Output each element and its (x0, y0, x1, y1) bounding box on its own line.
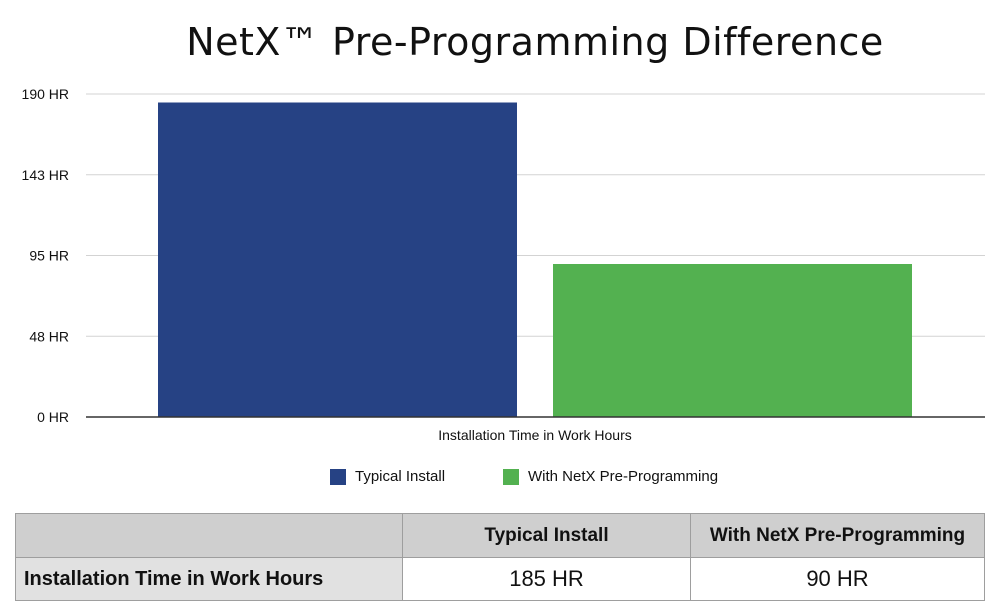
table-cell-netx-pre-programming: 90 HR (690, 557, 985, 601)
bar-with-netx-pre-programming (553, 264, 912, 417)
summary-table: Typical Install With NetX Pre-Programmin… (15, 513, 985, 601)
y-tick-label: 190 HR (22, 86, 69, 102)
table-header-typical-install: Typical Install (402, 513, 691, 558)
x-axis-label: Installation Time in Work Hours (438, 427, 631, 443)
table-cell-typical-install: 185 HR (402, 557, 691, 601)
y-tick-label: 143 HR (22, 167, 69, 183)
table-header-empty (15, 513, 403, 558)
legend-swatch (330, 468, 346, 485)
chart-title: NetX™ Pre-Programming Difference (186, 20, 884, 64)
table-header-netx-pre-programming: With NetX Pre-Programming (690, 513, 985, 558)
legend: Typical Install With NetX Pre-Programmin… (0, 468, 1000, 490)
table-row-label: Installation Time in Work Hours (15, 557, 403, 601)
y-tick-label: 48 HR (29, 328, 69, 344)
legend-item-typical-install: Typical Install (330, 468, 445, 485)
legend-label: Typical Install (355, 468, 446, 485)
y-tick-label: 95 HR (29, 248, 69, 264)
bar-typical-install (158, 102, 517, 417)
legend-swatch (503, 468, 519, 485)
y-tick-label: 0 HR (37, 409, 69, 425)
table-row: Installation Time in Work Hours 185 HR 9… (15, 557, 985, 601)
legend-label: With NetX Pre-Programming (528, 468, 719, 485)
bar-chart: 0 HR 48 HR 95 HR 143 HR 190 HR Installation T… (22, 86, 985, 443)
table-header-row: Typical Install With NetX Pre-Programmin… (15, 513, 985, 558)
legend-item-netx-pre-programming: With NetX Pre-Programming (503, 468, 718, 485)
